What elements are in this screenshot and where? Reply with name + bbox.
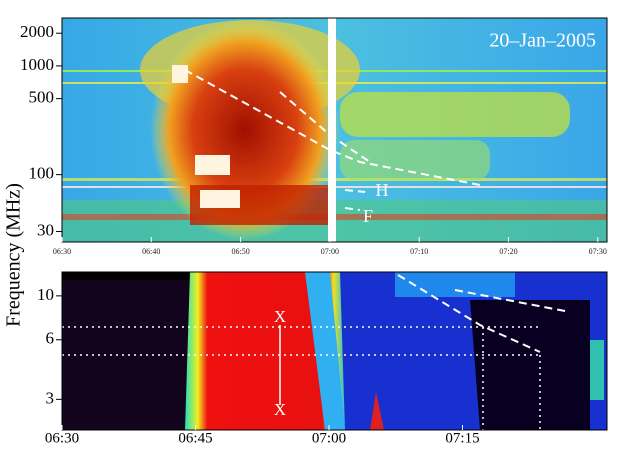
x-tick-label: 07:15: [445, 430, 479, 446]
y-tick-label: 1000: [20, 55, 54, 74]
y-tick-label: 6: [46, 329, 55, 348]
x-tick-label: 07:10: [410, 247, 428, 256]
annotation: 20–Jan–2005: [489, 30, 596, 52]
y-tick-label: 100: [29, 164, 55, 183]
y-tick-label: 10: [37, 285, 54, 304]
annotation: H: [376, 180, 389, 200]
x-tick-label: 06:30: [53, 247, 71, 256]
top-spectrogram: [62, 18, 607, 242]
x-tick-label: 06:40: [142, 247, 160, 256]
plot-frame: [61, 17, 608, 243]
annotation: X: [274, 400, 286, 419]
y-axis-label: Frequency (MHz): [3, 183, 25, 327]
plot-frame: [61, 271, 608, 431]
x-tick-label: 06:30: [45, 430, 79, 446]
x-tick-label: 06:50: [231, 247, 249, 256]
y-tick-label: 500: [29, 88, 55, 107]
annotation: X: [274, 307, 286, 326]
y-tick-label: 2000: [20, 22, 54, 41]
x-tick-label: 07:30: [589, 247, 607, 256]
x-tick-label: 07:20: [499, 247, 517, 256]
bottom-spectrogram: [62, 272, 607, 430]
x-tick-label: 07:00: [321, 247, 339, 256]
x-tick-label: 07:00: [312, 430, 346, 446]
annotation: F: [363, 206, 373, 226]
x-tick-label: 06:45: [178, 430, 212, 446]
y-tick-label: 30: [37, 220, 54, 239]
y-tick-label: 3: [46, 388, 55, 407]
